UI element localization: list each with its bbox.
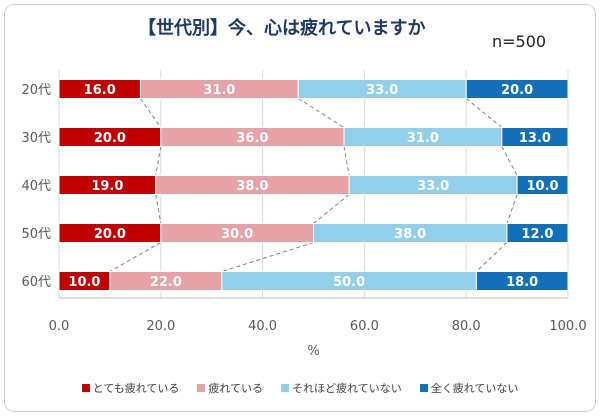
chart-title: 【世代別】今、心は疲れていますか	[138, 18, 426, 39]
connector-line	[506, 194, 518, 224]
x-tick-label: 0.0	[49, 319, 70, 334]
data-label: 36.0	[236, 131, 268, 146]
legend-swatch	[197, 384, 206, 392]
data-label: 33.0	[417, 179, 449, 194]
connector-line	[313, 194, 350, 224]
sample-size-label: n=500	[492, 32, 547, 51]
legend-swatch	[281, 384, 290, 392]
data-label: 16.0	[84, 83, 116, 98]
legend-label: それほど疲れていない	[292, 382, 402, 395]
category-label: 50代	[21, 227, 51, 242]
connector-line	[155, 194, 162, 224]
legend-item: それほど疲れていない	[281, 380, 402, 396]
legend-swatch	[81, 384, 90, 392]
data-label: 30.0	[221, 227, 253, 242]
x-tick-label: 20.0	[146, 319, 175, 334]
x-tick-label: 60.0	[350, 319, 379, 334]
x-tick-label: 80.0	[452, 319, 481, 334]
data-label: 18.0	[506, 275, 538, 290]
legend-label: 疲れている	[208, 382, 264, 395]
data-label: 22.0	[150, 275, 182, 290]
x-tick-label: 100.0	[549, 319, 586, 334]
data-label: 20.0	[94, 131, 126, 146]
data-label: 31.0	[407, 131, 439, 146]
legend-swatch	[419, 384, 428, 392]
data-label: 10.0	[68, 275, 100, 290]
data-label: 19.0	[91, 179, 123, 194]
chart-legend: とても疲れている 疲れている それほど疲れていない 全く疲れていない	[0, 380, 600, 396]
legend-item: とても疲れている	[81, 380, 180, 396]
bar-segment	[465, 79, 569, 99]
bar-segment	[501, 127, 569, 147]
data-label: 50.0	[333, 275, 365, 290]
data-label: 10.0	[527, 179, 559, 194]
category-label: 20代	[21, 83, 51, 98]
connector-line	[221, 242, 314, 272]
connector-line	[155, 146, 162, 176]
connector-line	[140, 98, 162, 128]
legend-label: 全く疲れていない	[430, 382, 519, 395]
legend-label: とても疲れている	[92, 382, 180, 395]
connector-line	[465, 98, 503, 128]
connector-line	[343, 146, 350, 176]
data-label: 13.0	[519, 131, 551, 146]
chart-frame	[4, 4, 596, 412]
category-label: 40代	[21, 179, 51, 194]
category-label: 60代	[21, 275, 51, 290]
bar-segment	[506, 223, 569, 243]
data-label: 38.0	[394, 227, 426, 242]
connector-line	[476, 242, 508, 272]
connector-line	[109, 242, 162, 272]
data-label: 12.0	[521, 227, 553, 242]
data-label: 20.0	[94, 227, 126, 242]
data-label: 33.0	[366, 83, 398, 98]
bar-segment	[516, 175, 569, 195]
data-label: 31.0	[203, 83, 235, 98]
data-label: 38.0	[236, 179, 268, 194]
x-tick-label: 40.0	[248, 319, 277, 334]
legend-item: 全く疲れていない	[419, 380, 519, 396]
x-axis-title: %	[307, 344, 319, 359]
connector-line	[297, 98, 345, 128]
bar-segment	[475, 271, 569, 291]
data-label: 20.0	[501, 83, 533, 98]
connector-line	[501, 146, 518, 176]
category-label: 30代	[21, 131, 51, 146]
legend-item: 疲れている	[197, 380, 263, 396]
